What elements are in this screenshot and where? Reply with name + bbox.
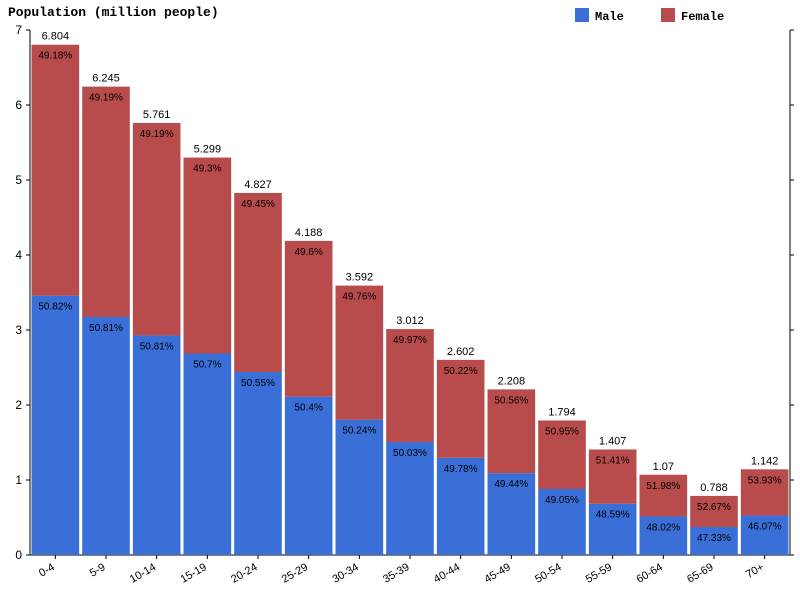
bar-female	[336, 286, 384, 420]
bar-total-label: 4.827	[244, 179, 272, 191]
legend-label: Female	[681, 10, 724, 24]
y-tick-label: 7	[15, 23, 22, 37]
bar-female-pct: 50.56%	[494, 395, 528, 406]
bar-male-pct: 49.78%	[444, 464, 478, 475]
chart-svg: Population (million people) 0 1 2 3 4 5 6 7 6.804…	[0, 0, 800, 600]
y-axis-title: Population (million people)	[8, 5, 219, 20]
bar-male	[285, 397, 333, 555]
bar-female-pct: 49.76%	[342, 292, 376, 303]
bar-total-label: 1.07	[653, 461, 674, 473]
bar-male-pct: 50.24%	[342, 426, 376, 437]
bar-total-label: 3.012	[396, 315, 424, 327]
y-tick-label: 2	[15, 398, 22, 412]
bar-male-pct: 50.7%	[193, 360, 221, 371]
y-tick-label: 3	[15, 323, 22, 337]
bar-total-label: 2.602	[447, 346, 475, 358]
bar-male-pct: 50.03%	[393, 448, 427, 459]
bar-male-pct: 48.02%	[646, 522, 680, 533]
bar-female	[133, 123, 181, 336]
y-tick-label: 1	[15, 473, 22, 487]
bar-male-pct: 50.81%	[140, 341, 174, 352]
y-tick-label: 0	[15, 548, 22, 562]
bar-female	[32, 45, 80, 296]
bar-female-pct: 49.6%	[294, 247, 322, 258]
bar-total-label: 0.788	[700, 482, 728, 494]
bar-male	[32, 296, 80, 555]
bar-total-label: 6.245	[92, 73, 120, 85]
bar-female-pct: 49.19%	[140, 129, 174, 140]
bar-male-pct: 50.4%	[294, 403, 322, 414]
population-chart: Population (million people) 0 1 2 3 4 5 6 7 6.804…	[0, 0, 800, 600]
legend-swatch	[661, 8, 675, 22]
bar-female-pct: 49.45%	[241, 199, 275, 210]
legend-swatch	[575, 8, 589, 22]
bar-male-pct: 49.05%	[545, 495, 579, 506]
bar-female-pct: 51.98%	[646, 481, 680, 492]
bar-male	[184, 354, 232, 555]
bar-male-pct: 47.33%	[697, 533, 731, 544]
bar-female-pct: 49.3%	[193, 164, 221, 175]
bar-female-pct: 50.95%	[545, 426, 579, 437]
bar-male-pct: 50.81%	[89, 323, 123, 334]
bar-male-pct: 50.55%	[241, 378, 275, 389]
bar-total-label: 4.188	[295, 227, 323, 239]
y-tick-label: 4	[15, 248, 22, 262]
bar-total-label: 2.208	[498, 375, 526, 387]
bar-total-label: 1.794	[548, 406, 576, 418]
bar-female-pct: 52.67%	[697, 502, 731, 513]
y-tick-label: 5	[15, 173, 22, 187]
bar-female-pct: 49.97%	[393, 335, 427, 346]
bar-male-pct: 50.82%	[38, 302, 72, 313]
bar-total-label: 1.407	[599, 435, 627, 447]
legend-label: Male	[595, 10, 624, 24]
y-tick-label: 6	[15, 98, 22, 112]
bar-male-pct: 49.44%	[494, 479, 528, 490]
bar-male	[336, 420, 384, 555]
bar-female-pct: 49.18%	[38, 51, 72, 62]
bar-male	[234, 372, 282, 555]
bar-female	[184, 158, 232, 354]
bar-total-label: 5.761	[143, 109, 171, 121]
bar-female-pct: 49.19%	[89, 93, 123, 104]
bar-female-pct: 53.93%	[748, 475, 782, 486]
bar-male	[82, 317, 130, 555]
bar-total-label: 6.804	[42, 31, 70, 43]
bar-male-pct: 46.07%	[748, 522, 782, 533]
bar-female	[82, 87, 130, 317]
bar-male-pct: 48.59%	[596, 510, 630, 521]
bar-total-label: 1.142	[751, 455, 779, 467]
bar-total-label: 3.592	[346, 272, 374, 284]
bar-female-pct: 50.22%	[444, 366, 478, 377]
bar-female-pct: 51.41%	[596, 455, 630, 466]
bar-total-label: 5.299	[194, 144, 222, 156]
bar-male	[133, 335, 181, 555]
bar-female	[234, 193, 282, 372]
bar-female	[285, 241, 333, 397]
